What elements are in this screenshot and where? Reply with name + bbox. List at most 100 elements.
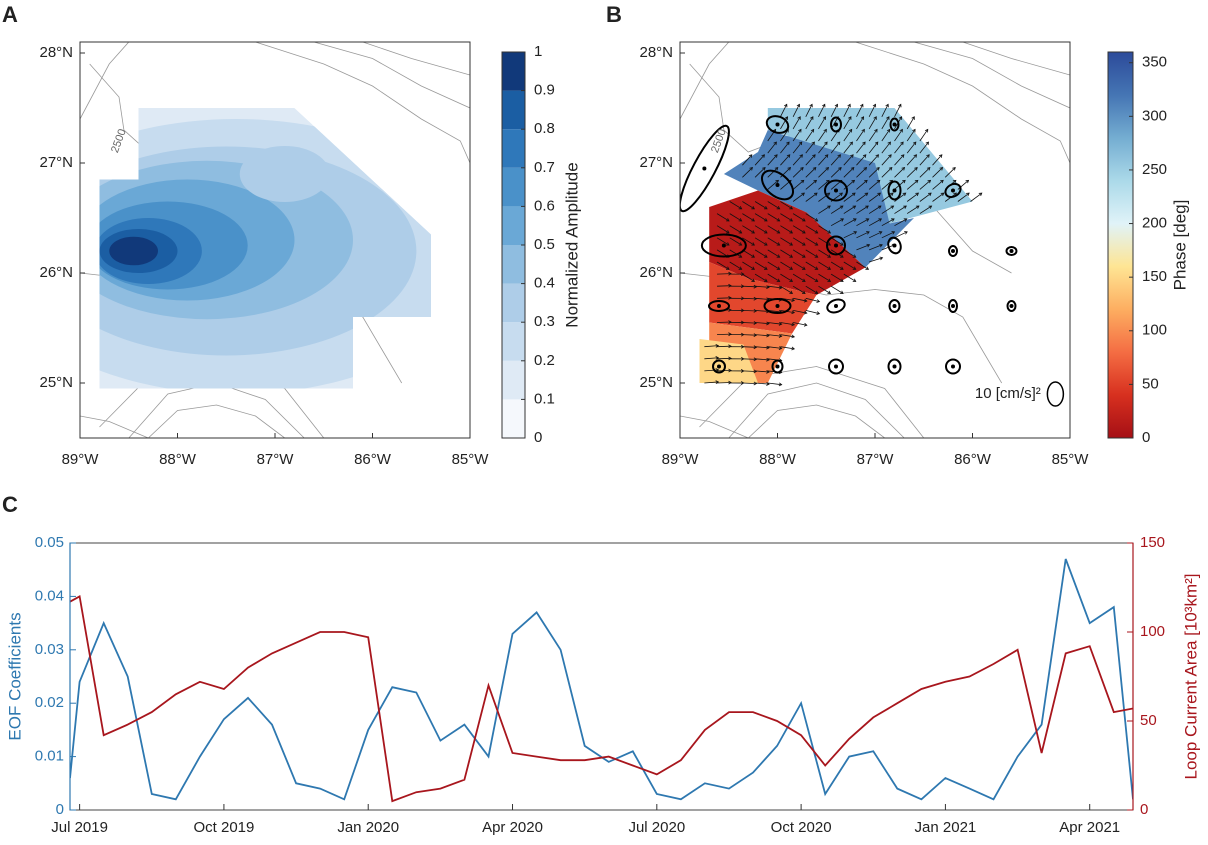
ellipse-center: [951, 189, 955, 193]
x-tick-label: 87°W: [857, 451, 895, 468]
y-tick-label: 26°N: [39, 264, 73, 281]
x-tick-label: Jul 2019: [51, 819, 108, 836]
y-tick-label: 0.03: [35, 641, 64, 658]
colorbar-tick-label: 0.7: [534, 159, 555, 176]
x-tick-label: 88°W: [159, 451, 197, 468]
colorbar-band: [502, 245, 525, 284]
x-tick-label: 89°W: [662, 451, 700, 468]
colorbar-tick-label: 50: [1142, 375, 1159, 392]
x-tick-label: Apr 2021: [1059, 819, 1120, 836]
colorbar-label: Normalized Amplitude: [562, 162, 581, 327]
colorbar-band: [502, 361, 525, 400]
data-line: [70, 596, 1133, 801]
colorbar-tick-label: 300: [1142, 107, 1167, 124]
velocity-arrow: [717, 346, 731, 347]
x-tick-label: Oct 2020: [771, 819, 832, 836]
ellipse-center: [834, 244, 838, 248]
ellipse-center: [893, 189, 897, 193]
x-tick-label: 86°W: [354, 451, 392, 468]
ellipse-center: [951, 304, 955, 308]
colorbar-band: [502, 129, 525, 168]
x-tick-label: Jan 2020: [337, 819, 399, 836]
velocity-arrow: [717, 334, 731, 335]
ellipse-center: [722, 244, 726, 248]
x-tick-label: 86°W: [954, 451, 992, 468]
colorbar-tick-label: 0.3: [534, 313, 555, 330]
ellipse-center: [834, 304, 838, 308]
colorbar-tick-label: 250: [1142, 161, 1167, 178]
x-tick-label: Oct 2019: [193, 819, 254, 836]
y2-tick-label: 0: [1140, 801, 1148, 818]
y-axis-label: EOF Coefficients: [5, 612, 24, 740]
colorbar-tick-label: 100: [1142, 322, 1167, 339]
velocity-arrow: [717, 298, 731, 299]
x-tick-label: 87°W: [257, 451, 295, 468]
ellipse-center: [834, 189, 838, 193]
velocity-arrow: [717, 286, 731, 287]
colorbar-tick-label: 0.2: [534, 352, 555, 369]
colorbar-tick-label: 200: [1142, 215, 1167, 232]
ellipse-center: [893, 365, 897, 369]
colorbar: [1108, 52, 1133, 438]
y2-tick-label: 100: [1140, 623, 1165, 640]
y-tick-label: 28°N: [639, 44, 673, 61]
y-tick-label: 26°N: [639, 264, 673, 281]
ellipse-center: [1010, 304, 1014, 308]
plot-area: [70, 559, 1133, 801]
colorbar-tick-label: 0.4: [534, 275, 555, 292]
panel-label: B: [606, 2, 622, 27]
panel-label: C: [2, 492, 18, 517]
ellipse-center: [776, 304, 780, 308]
x-tick-label: 85°W: [452, 451, 490, 468]
amplitude-band: [109, 237, 158, 266]
y-tick-label: 25°N: [39, 374, 73, 391]
colorbar-tick-label: 0.9: [534, 82, 555, 99]
y-tick-label: 28°N: [39, 44, 73, 61]
colorbar-tick-label: 0.1: [534, 390, 555, 407]
y2-tick-label: 150: [1140, 534, 1165, 551]
ellipse-center: [776, 123, 780, 127]
colorbar-band: [502, 399, 525, 438]
velocity-arrow: [717, 274, 731, 275]
amplitude-band: [240, 146, 330, 202]
map-area: 2500: [672, 42, 1070, 438]
colorbar-tick-label: 0: [534, 429, 542, 446]
colorbar-label: Phase [deg]: [1170, 200, 1189, 291]
ellipse-center: [717, 304, 721, 308]
colorbar-tick-label: 1: [534, 43, 542, 60]
plot-frame: [70, 543, 1133, 810]
ellipse-center: [776, 183, 780, 187]
ellipse-center: [717, 365, 721, 369]
colorbar-tick-label: 0.5: [534, 236, 555, 253]
data-line: [70, 559, 1133, 799]
velocity-arrow: [717, 358, 731, 359]
colorbar-band: [502, 91, 525, 130]
x-tick-label: 88°W: [759, 451, 797, 468]
velocity-arrow: [717, 382, 731, 383]
panel-label: A: [2, 2, 18, 27]
colorbar-band: [502, 322, 525, 361]
ellipse-center: [702, 167, 706, 171]
ellipse-center: [834, 365, 838, 369]
velocity-arrow: [717, 322, 731, 323]
y2-axis-label: Loop Current Area [10³km²]: [1181, 574, 1200, 780]
ellipse-center: [893, 244, 897, 248]
colorbar-band: [502, 206, 525, 245]
colorbar-tick-label: 150: [1142, 268, 1167, 285]
y-tick-label: 25°N: [639, 374, 673, 391]
ellipse-center: [834, 123, 838, 127]
ellipse-center: [893, 304, 897, 308]
y-tick-label: 27°N: [639, 154, 673, 171]
scale-label: 10 [cm/s]²: [975, 385, 1041, 402]
ellipse-center: [951, 249, 955, 253]
ellipse-center: [893, 123, 897, 127]
x-tick-label: Apr 2020: [482, 819, 543, 836]
y-tick-label: 0.05: [35, 534, 64, 551]
x-tick-label: Jul 2020: [628, 819, 685, 836]
colorbar-band: [502, 52, 525, 91]
colorbar-tick-label: 0.6: [534, 197, 555, 214]
colorbar-band: [502, 284, 525, 323]
colorbar-tick-label: 0: [1142, 429, 1150, 446]
y-tick-label: 0.04: [35, 587, 64, 604]
